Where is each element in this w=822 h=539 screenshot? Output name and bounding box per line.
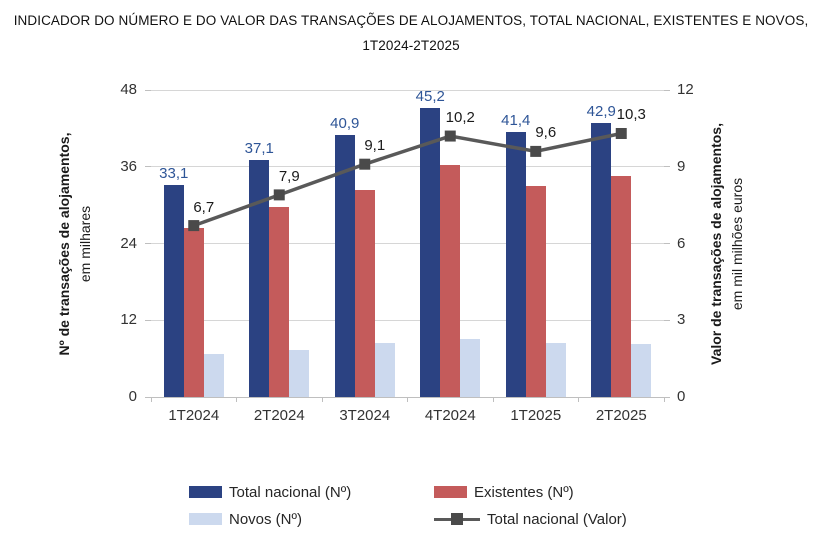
gridline xyxy=(151,166,664,168)
left-axis-tick xyxy=(145,89,151,91)
bar-value-label: 33,1 xyxy=(159,165,189,183)
bar-value-label: 40,9 xyxy=(330,115,360,133)
x-tick-label: 4T2024 xyxy=(424,407,476,424)
left-axis-title-unit: em milhares xyxy=(77,205,93,283)
bar-novos-n xyxy=(374,342,395,397)
bar-existentes-n xyxy=(269,207,290,397)
right-axis-title-unit: em mil milhões euros xyxy=(729,177,745,311)
x-axis-tick xyxy=(321,397,323,402)
legend-label: Total nacional (Nº) xyxy=(229,483,352,501)
right-axis-tick xyxy=(664,243,670,244)
legend-swatch-2 xyxy=(434,486,467,498)
legend-label: Existentes (Nº) xyxy=(474,483,574,501)
line-marker xyxy=(273,189,285,201)
bar-value-label: 42,9 xyxy=(586,102,616,120)
y-tick-label-right: 0 xyxy=(677,388,686,405)
bar-novos-n xyxy=(631,343,652,397)
line-marker xyxy=(530,145,542,157)
y-tick-label-right: 12 xyxy=(677,81,694,98)
x-axis-tick xyxy=(663,397,665,402)
bar-total-nacional-n xyxy=(420,107,441,397)
legend-label: Total nacional (Valor) xyxy=(487,510,627,528)
y-tick-label-right: 9 xyxy=(677,157,686,175)
bar-existentes-n xyxy=(354,189,375,397)
bar-total-nacional-n xyxy=(249,159,270,397)
x-tick-label: 1T2025 xyxy=(510,407,562,424)
bar-novos-n xyxy=(460,339,481,397)
line-value-label: 9,6 xyxy=(535,124,557,142)
bar-value-label: 37,1 xyxy=(244,139,274,157)
bar-existentes-n xyxy=(611,175,632,397)
legend-item: Total nacional (Nº) xyxy=(189,481,434,503)
gridline xyxy=(151,243,664,244)
legend-item: Existentes (Nº) xyxy=(434,481,627,503)
left-axis-tick xyxy=(145,396,151,398)
chart-title: INDICADOR DO NÚMERO E DO VALOR DAS TRANS… xyxy=(0,8,822,58)
right-axis-tick xyxy=(664,166,670,168)
x-tick-label: 1T2024 xyxy=(168,407,220,424)
bar-value-label: 41,4 xyxy=(501,112,531,130)
left-axis-title: Nº de transações de alojamentos, em milh… xyxy=(54,64,98,424)
y-tick-label-left: 48 xyxy=(120,81,137,98)
y-tick-label-right: 3 xyxy=(677,311,686,329)
y-tick-label-left: 12 xyxy=(120,311,137,329)
legend-line-square xyxy=(451,512,463,525)
bar-value-label: 45,2 xyxy=(415,87,445,105)
left-axis-tick xyxy=(145,243,151,244)
y-tick-label-left: 0 xyxy=(128,388,137,405)
bar-existentes-n xyxy=(183,228,204,397)
gridline xyxy=(151,319,664,321)
gridline xyxy=(151,89,664,91)
line-value-label: 6,7 xyxy=(193,198,215,216)
legend-item: Total nacional (Valor) xyxy=(434,508,627,530)
bar-total-nacional-n xyxy=(163,185,184,397)
line-marker xyxy=(615,127,627,139)
legend-line-marker xyxy=(434,512,480,526)
legend-swatch-3 xyxy=(189,513,222,525)
chart-title-line2: 1T2024-2T2025 xyxy=(362,38,460,53)
right-axis-tick xyxy=(664,89,670,91)
legend-label: Novos (Nº) xyxy=(229,510,302,528)
legend-item: Novos (Nº) xyxy=(189,508,434,530)
chart-title-line1: INDICADOR DO NÚMERO E DO VALOR DAS TRANS… xyxy=(13,13,809,28)
left-axis-title-main: Nº de transações de alojamentos, xyxy=(56,132,72,356)
line-marker xyxy=(359,158,371,170)
left-axis-tick xyxy=(145,166,151,168)
x-axis-tick xyxy=(150,397,152,402)
x-axis-tick xyxy=(236,397,237,402)
x-axis-tick xyxy=(492,397,494,402)
legend-swatch-1 xyxy=(189,486,222,498)
right-axis-tick xyxy=(664,396,670,398)
line-value-label: 9,1 xyxy=(364,137,386,155)
legend: Total nacional (Nº) Existentes (Nº) Novos … xyxy=(189,481,627,530)
bar-total-nacional-n xyxy=(505,132,526,397)
x-tick-label: 3T2024 xyxy=(339,407,391,424)
bar-novos-n xyxy=(289,349,310,397)
bar-novos-n xyxy=(203,354,224,397)
x-axis-tick xyxy=(578,397,579,402)
x-axis-tick xyxy=(407,397,408,402)
line-value-label: 7,9 xyxy=(278,167,300,185)
x-tick-label: 2T2025 xyxy=(595,407,647,424)
left-axis-tick xyxy=(145,319,151,321)
bar-existentes-n xyxy=(440,165,461,397)
bar-existentes-n xyxy=(525,185,546,397)
line-marker xyxy=(444,130,456,142)
y-tick-label-left: 24 xyxy=(120,234,137,252)
bar-total-nacional-n xyxy=(591,122,612,397)
bar-novos-n xyxy=(545,343,566,397)
x-tick-label: 2T2024 xyxy=(253,407,305,424)
line-value-label: 10,2 xyxy=(445,109,475,127)
line-value-label: 10,3 xyxy=(616,106,646,124)
bar-total-nacional-n xyxy=(334,135,355,397)
right-axis-tick xyxy=(664,319,670,321)
y-tick-label-left: 36 xyxy=(120,157,137,175)
y-tick-label-right: 6 xyxy=(677,234,686,252)
